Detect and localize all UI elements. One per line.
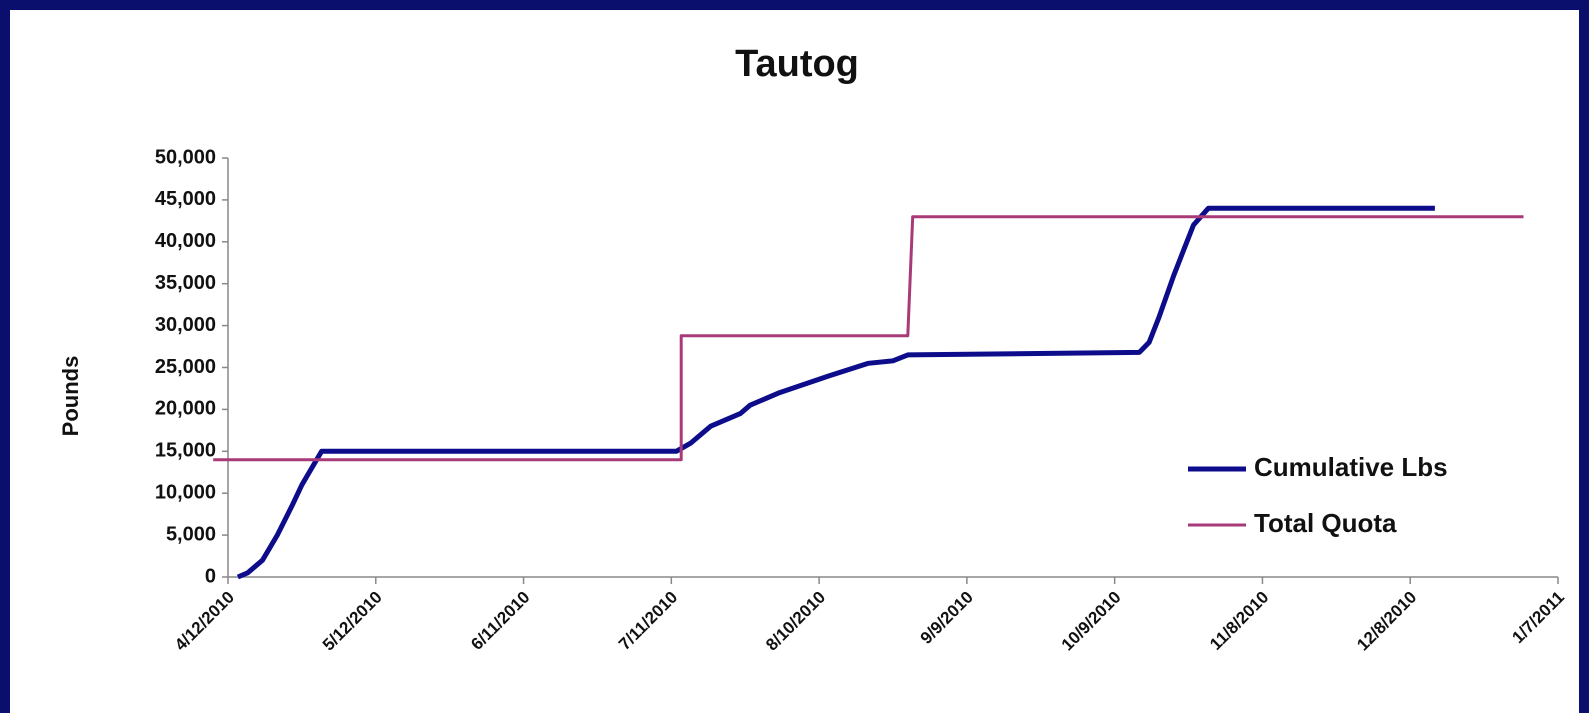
y-tick-label: 0	[205, 565, 216, 587]
y-tick-label: 35,000	[155, 272, 216, 294]
y-tick-label: 30,000	[155, 314, 216, 336]
y-tick-label: 10,000	[155, 481, 216, 503]
legend-label: Cumulative Lbs	[1254, 452, 1448, 482]
series-line	[213, 215, 1524, 462]
y-tick-label: 40,000	[155, 230, 216, 252]
y-tick-label: 25,000	[155, 356, 216, 378]
y-tick-label: 45,000	[155, 188, 216, 210]
chart-title: Tautog	[735, 43, 859, 85]
y-axis-label: Pounds	[58, 356, 83, 437]
y-tick-label: 15,000	[155, 440, 216, 462]
y-tick-label: 5,000	[166, 523, 216, 545]
y-tick-label: 20,000	[155, 398, 216, 420]
series-line	[236, 205, 1435, 580]
legend-label: Total Quota	[1254, 508, 1397, 538]
plot-background	[10, 10, 1579, 713]
y-tick-label: 50,000	[155, 146, 216, 168]
